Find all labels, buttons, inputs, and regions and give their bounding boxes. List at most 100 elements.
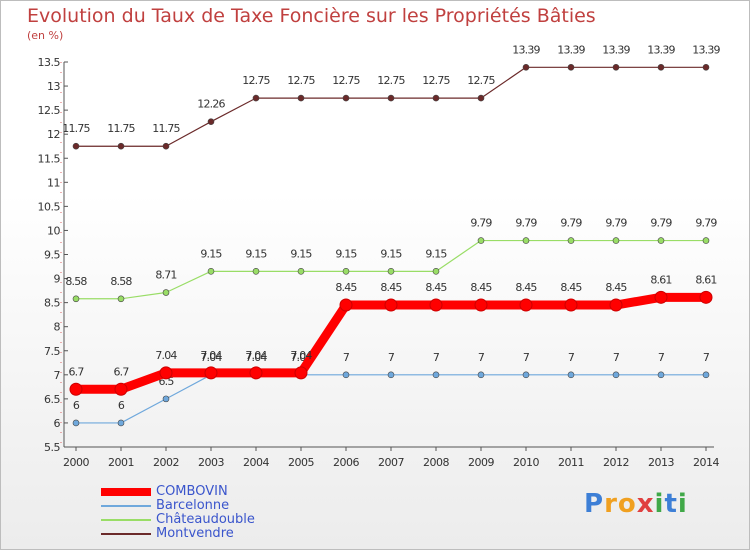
- y-tick-label: 9.5: [44, 249, 60, 262]
- data-point-barcelonne: [567, 371, 575, 379]
- y-tick-label: 13.5: [38, 56, 61, 69]
- data-label-chateaudouble: 9.15: [380, 247, 402, 260]
- data-label-barcelonne: 7: [568, 351, 575, 364]
- data-label-montvendre: 12.75: [467, 74, 495, 87]
- data-point-montvendre: [162, 142, 170, 150]
- x-tick-label: 2003: [198, 456, 224, 469]
- data-point-barcelonne: [342, 371, 350, 379]
- data-point-barcelonne: [657, 371, 665, 379]
- data-point-chateaudouble: [612, 237, 620, 244]
- data-label-montvendre: 12.75: [242, 74, 270, 87]
- data-label-chateaudouble: 9.79: [650, 217, 672, 230]
- data-label-chateaudouble: 9.15: [245, 247, 267, 260]
- data-point-combovin: [519, 298, 533, 312]
- y-tick-label: 12.5: [38, 104, 61, 117]
- data-label-montvendre: 12.75: [377, 74, 405, 87]
- data-label-barcelonne: 7: [613, 351, 620, 364]
- logo-letter: i: [654, 489, 665, 519]
- data-point-barcelonne: [702, 371, 710, 379]
- data-label-chateaudouble: 8.71: [155, 269, 176, 282]
- data-point-montvendre: [612, 63, 620, 71]
- data-point-montvendre: [342, 94, 350, 102]
- data-label-montvendre: 12.26: [197, 98, 225, 111]
- data-label-montvendre: 12.75: [287, 74, 315, 87]
- y-axis-unit-label: (en %): [27, 29, 64, 42]
- y-tick-label: 10.5: [38, 200, 61, 213]
- data-point-chateaudouble: [207, 268, 215, 275]
- proxiti-logo: Proxiti: [584, 489, 688, 519]
- x-tick-label: 2005: [288, 456, 314, 469]
- legend-swatch-montvendre: [101, 533, 151, 535]
- data-point-chateaudouble: [702, 237, 710, 244]
- data-point-combovin: [654, 290, 668, 304]
- y-tick-label: 7: [54, 369, 61, 382]
- data-point-montvendre: [657, 63, 665, 71]
- data-point-barcelonne: [432, 371, 440, 379]
- data-label-combovin: 8.61: [695, 273, 716, 286]
- legend-label-barcelonne: Barcelonne: [156, 498, 230, 513]
- x-tick-label: 2006: [333, 456, 359, 469]
- y-tick-label: 13: [47, 80, 60, 93]
- x-tick-label: 2013: [648, 456, 674, 469]
- y-tick-label: 12: [47, 128, 60, 141]
- y-tick-label: 11.5: [38, 152, 61, 165]
- x-tick-label: 2010: [513, 456, 539, 469]
- data-point-combovin: [159, 366, 173, 380]
- logo-letter: r: [604, 489, 618, 519]
- x-tick-label: 2004: [243, 456, 269, 469]
- data-point-montvendre: [207, 118, 215, 125]
- data-point-montvendre: [387, 94, 395, 102]
- x-tick-label: 2008: [423, 456, 449, 469]
- y-tick-label: 9: [54, 273, 61, 286]
- legend-swatch-chateaudouble: [101, 519, 151, 521]
- x-tick-label: 2012: [603, 456, 629, 469]
- data-point-combovin: [114, 382, 128, 396]
- data-point-chateaudouble: [297, 268, 305, 275]
- data-point-montvendre: [252, 94, 260, 102]
- data-label-montvendre: 11.75: [152, 122, 180, 135]
- data-label-combovin: 6.7: [68, 365, 84, 378]
- y-tick-label: 7.5: [44, 345, 60, 358]
- data-point-chateaudouble: [72, 295, 80, 303]
- data-label-barcelonne: 7: [343, 351, 350, 364]
- data-label-barcelonne: 7.04: [200, 351, 222, 364]
- data-label-montvendre: 13.39: [557, 43, 585, 56]
- data-point-montvendre: [297, 94, 305, 102]
- data-label-montvendre: 13.39: [602, 43, 630, 56]
- data-label-chateaudouble: 9.79: [695, 217, 717, 230]
- data-label-montvendre: 11.75: [62, 122, 90, 135]
- data-point-chateaudouble: [342, 268, 350, 275]
- x-tick-label: 2000: [63, 456, 89, 469]
- x-tick-label: 2001: [108, 456, 134, 469]
- data-point-barcelonne: [612, 371, 620, 379]
- data-point-chateaudouble: [657, 237, 665, 244]
- y-tick-label: 11: [47, 176, 60, 189]
- logo-letter: P: [584, 489, 605, 519]
- data-point-montvendre: [477, 94, 485, 102]
- data-label-combovin: 8.45: [470, 281, 492, 294]
- data-label-combovin: 8.45: [560, 281, 582, 294]
- data-point-chateaudouble: [162, 289, 170, 296]
- x-tick-label: 2011: [558, 456, 584, 469]
- data-point-chateaudouble: [252, 268, 260, 275]
- data-label-barcelonne: 7: [433, 351, 440, 364]
- data-point-montvendre: [702, 63, 710, 71]
- data-point-combovin: [474, 298, 488, 312]
- x-tick-label: 2007: [378, 456, 404, 469]
- chart-title: Evolution du Taux de Taxe Foncière sur l…: [27, 5, 596, 27]
- data-label-combovin: 7.04: [245, 349, 267, 362]
- legend-label-combovin: COMBOVIN: [156, 484, 228, 499]
- logo-letter: t: [664, 489, 678, 519]
- data-label-barcelonne: 7: [478, 351, 485, 364]
- data-point-chateaudouble: [477, 237, 485, 244]
- y-tick-label: 10: [47, 224, 60, 237]
- x-tick-label: 2002: [153, 456, 179, 469]
- data-point-chateaudouble: [432, 268, 440, 275]
- y-tick-label: 6: [54, 417, 61, 430]
- data-label-montvendre: 12.75: [332, 74, 360, 87]
- data-point-combovin: [249, 366, 263, 380]
- data-label-montvendre: 13.39: [512, 43, 540, 56]
- y-tick-label: 5.5: [44, 441, 60, 454]
- logo-letter: i: [677, 489, 688, 519]
- data-point-montvendre: [117, 142, 125, 150]
